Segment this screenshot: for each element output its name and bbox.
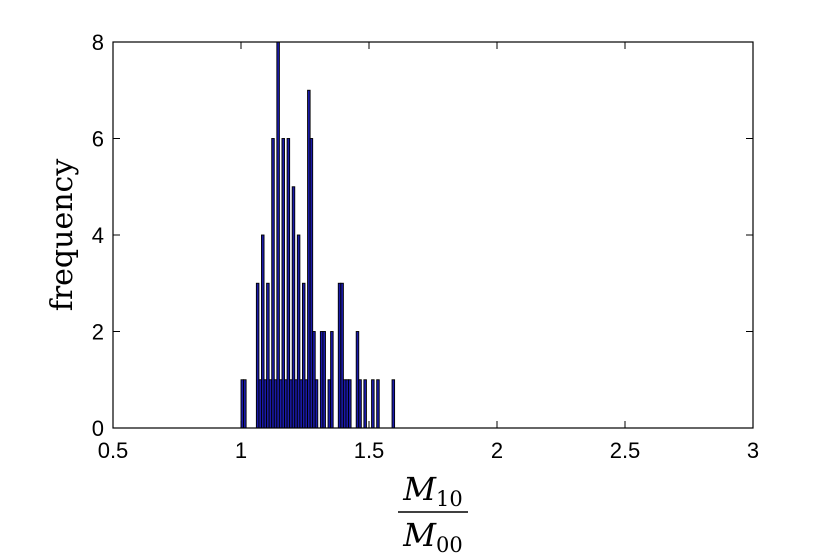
x-label-numerator-base: M: [402, 470, 437, 508]
y-tick-label: 8: [92, 30, 104, 55]
x-label-numerator: M10: [402, 470, 463, 511]
x-axis-label: M10 M00: [398, 470, 468, 555]
x-tick-label: 3: [747, 438, 759, 463]
y-tick-label: 4: [92, 223, 104, 248]
histogram-bar: [348, 379, 352, 429]
y-tick-label: 6: [92, 127, 104, 152]
histogram-bar: [243, 379, 247, 429]
y-tick-labels: 0 2 4 6 8: [92, 30, 104, 441]
y-tick-label: 0: [92, 416, 104, 441]
histogram-bar: [363, 379, 367, 429]
plot-frame: [112, 41, 754, 429]
histogram-bar: [314, 379, 319, 429]
histogram-bar: [376, 379, 380, 429]
x-tick-label: 0.5: [98, 438, 129, 463]
histogram-bar: [330, 331, 334, 429]
x-tick-label: 1.5: [354, 438, 385, 463]
x-label-denominator-base: M: [402, 516, 437, 554]
x-tick-label: 1: [235, 438, 247, 463]
x-label-numerator-sub: 10: [436, 487, 463, 511]
x-label-denominator: M00: [402, 516, 463, 555]
bars-group: [240, 41, 396, 429]
x-tick-label: 2: [491, 438, 503, 463]
histogram-bar: [391, 379, 396, 429]
x-tick-labels: 0.5 1 1.5 2 2.5 3: [98, 438, 759, 463]
x-tick-label: 2.5: [610, 438, 641, 463]
histogram-bar: [358, 379, 362, 429]
y-tick-label: 2: [92, 320, 104, 345]
histogram-bar: [371, 379, 375, 429]
histogram-bar: [276, 41, 280, 429]
plot-area: [113, 42, 753, 428]
x-label-denominator-sub: 00: [436, 533, 463, 555]
histogram-bar: [322, 331, 326, 429]
y-axis-label: frequency: [45, 159, 80, 312]
